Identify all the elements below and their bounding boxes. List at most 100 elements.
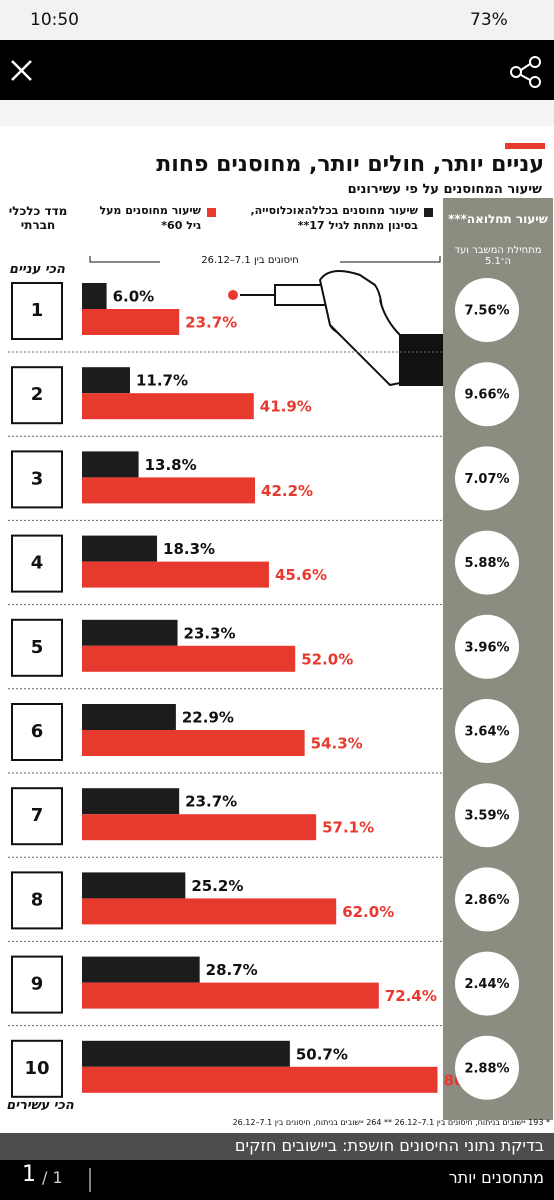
rank-box	[11, 618, 63, 677]
rank-box	[11, 366, 63, 425]
rank-label: 3	[31, 468, 44, 489]
value-label: 57.1%	[322, 819, 374, 837]
bar	[82, 561, 269, 588]
rank-label: 10	[24, 1058, 49, 1079]
morbidity-subheader: מתחילת המשבר ועד ה־5.1	[454, 245, 542, 267]
bar	[82, 1066, 438, 1093]
clock: 10:50	[30, 10, 79, 30]
value-label: 11.7%	[136, 372, 188, 390]
value-label: 41.9%	[260, 398, 312, 416]
morbidity-label: 7.56%	[464, 304, 509, 319]
footnote: * 193 יישובים בניתוח, חיסונים בין 7.1–26…	[232, 1118, 550, 1127]
morbidity-label: 9.66%	[464, 388, 509, 403]
morbidity-circle	[455, 783, 519, 848]
bar	[82, 451, 139, 478]
bottom-bar	[0, 1160, 554, 1200]
morbidity-circle	[455, 362, 519, 427]
morbidity-label: 2.86%	[464, 893, 509, 908]
rank-box	[11, 1039, 63, 1098]
value-label: 22.9%	[182, 709, 234, 727]
rank-box	[11, 282, 63, 340]
rank-box	[11, 955, 63, 1014]
bar	[82, 982, 379, 1009]
morbidity-label: 7.07%	[464, 472, 509, 487]
bar	[82, 730, 305, 756]
morbidity-label: 2.44%	[464, 977, 509, 992]
value-label: 6.0%	[113, 288, 155, 306]
syringe-illustration	[228, 270, 443, 387]
morbidity-circle	[455, 699, 519, 763]
accent-line	[505, 143, 545, 149]
morbidity-label: 3.59%	[464, 809, 509, 824]
morbidity-circle	[455, 446, 519, 511]
rank-top-label: הכי עניים	[9, 262, 65, 277]
bar	[82, 898, 337, 925]
morbidity-label: 3.64%	[464, 725, 509, 740]
caption-bar	[0, 1133, 554, 1160]
value-label: 13.8%	[145, 456, 197, 474]
chart-subtitle: שיעור המחוסנים על פי עשירונים	[347, 182, 542, 197]
page-number: 1	[22, 1162, 36, 1187]
bar	[82, 872, 186, 899]
morbidity-circle	[455, 867, 519, 932]
article-title: מתחסנים יותר	[448, 1168, 544, 1187]
top-bar	[0, 40, 554, 100]
rank-bottom-label: הכי עשירים	[6, 1098, 74, 1113]
rank-label: 7	[31, 805, 44, 826]
morbidity-header: שיעור תחלואה***	[448, 212, 548, 226]
value-label: 50.7%	[296, 1045, 348, 1063]
morbidity-circle	[455, 1035, 519, 1100]
bar	[82, 788, 180, 815]
legend-swatch	[424, 208, 433, 217]
rank-label: 2	[31, 384, 44, 405]
morbidity-label: 2.88%	[464, 1061, 509, 1076]
morbidity-circle	[455, 530, 519, 595]
rank-box	[11, 534, 63, 593]
value-label: 62.0%	[342, 903, 394, 921]
morbidity-label: 3.96%	[464, 640, 509, 655]
status-bar	[0, 0, 554, 40]
value-label: 45.6%	[275, 566, 327, 584]
value-label: 52.0%	[301, 650, 353, 668]
morbidity-circle	[455, 951, 519, 1016]
battery: 73%	[470, 10, 508, 30]
value-label: 23.3%	[184, 624, 236, 642]
share-button[interactable]	[510, 56, 541, 88]
rank-label: 4	[31, 553, 44, 574]
rank-label: 5	[31, 637, 44, 658]
page-total: / 1	[42, 1168, 63, 1187]
morbidity-circle	[455, 614, 519, 679]
bar	[82, 956, 200, 983]
bar	[82, 393, 254, 420]
bar	[82, 814, 317, 841]
value-label: 72.4%	[385, 987, 437, 1005]
bar	[82, 619, 178, 646]
bar	[82, 283, 107, 309]
rank-header: מדד כלכלי חברתי	[8, 204, 68, 232]
legend-label: שיעור מחוסנים מעל גיל 60*	[99, 204, 201, 232]
rank-label: 9	[31, 974, 44, 995]
morbidity-label: 5.88%	[464, 556, 509, 571]
rank-label: 1	[31, 300, 44, 321]
morbidity-circle	[455, 278, 519, 342]
bar	[82, 704, 176, 730]
rank-box	[11, 871, 63, 930]
bar	[82, 1040, 290, 1067]
value-label: 54.3%	[311, 735, 363, 753]
close-button[interactable]	[11, 60, 32, 81]
caption: בדיקת נתוני החיסונים חושפת: ביישובים חזק…	[234, 1136, 544, 1155]
period-label: חיסונים בין 7.1–26.12	[160, 255, 340, 266]
rank-label: 6	[31, 721, 44, 742]
bar	[82, 367, 130, 394]
value-label: 42.2%	[261, 482, 313, 500]
rank-label: 8	[31, 889, 44, 910]
legend-swatch	[207, 208, 216, 217]
bar	[82, 535, 158, 562]
rank-box	[11, 450, 63, 509]
rank-box	[11, 703, 63, 761]
bar	[82, 309, 180, 335]
value-label: 18.3%	[163, 540, 215, 558]
value-label: 28.7%	[206, 961, 258, 979]
